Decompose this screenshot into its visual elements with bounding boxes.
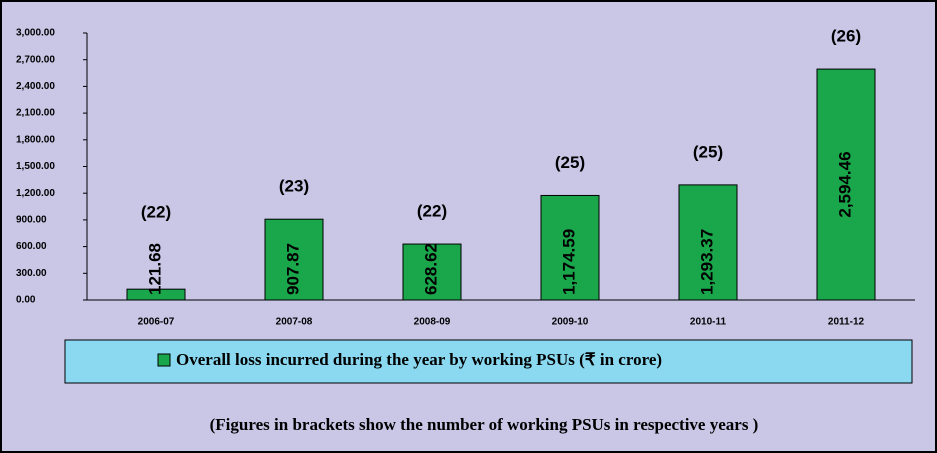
y-tick-label: 1,500.00 <box>16 161 55 172</box>
bar <box>264 218 324 301</box>
value-label: 628.62 <box>421 243 440 295</box>
annotation: (22) <box>141 202 171 221</box>
bar <box>678 184 738 301</box>
x-tick-label: 2010-11 <box>690 317 727 328</box>
y-tick-label: 2,700.00 <box>16 54 55 65</box>
y-tick-label: 0.00 <box>16 295 36 306</box>
y-tick-label: 600.00 <box>16 241 47 252</box>
annotation: (22) <box>417 202 447 221</box>
legend-box <box>64 339 913 384</box>
x-tick-label: 2008-09 <box>414 317 451 328</box>
bar <box>126 288 186 301</box>
bar <box>402 243 462 301</box>
legend-label: Overall loss incurred during the year by… <box>176 350 662 369</box>
x-tick-label: 2011-12 <box>828 317 865 328</box>
footnote: (Figures in brackets show the number of … <box>210 415 759 434</box>
y-tick-label: 2,100.00 <box>16 108 55 119</box>
y-tick-label: 3,000.00 <box>16 28 55 39</box>
x-tick-label: 2007-08 <box>276 317 313 328</box>
y-tick-label: 1,800.00 <box>16 134 55 145</box>
annotation: (25) <box>693 142 723 161</box>
y-tick-label: 900.00 <box>16 215 47 226</box>
legend-swatch <box>157 353 171 367</box>
value-label: 2,594.46 <box>835 151 854 217</box>
annotation: (25) <box>555 153 585 172</box>
bar <box>540 194 600 301</box>
bar <box>816 68 876 301</box>
value-label: 1,174.59 <box>559 229 578 295</box>
x-tick-label: 2009-10 <box>552 317 589 328</box>
x-tick-label: 2006-07 <box>138 317 175 328</box>
y-tick-label: 1,200.00 <box>16 188 55 199</box>
value-label: 907.87 <box>283 243 302 295</box>
annotation: (26) <box>831 27 861 46</box>
y-tick-label: 300.00 <box>16 268 47 279</box>
annotation: (23) <box>279 177 309 196</box>
value-label: 121.68 <box>145 243 164 295</box>
y-tick-label: 2,400.00 <box>16 81 55 92</box>
value-label: 1,293.37 <box>697 229 716 295</box>
